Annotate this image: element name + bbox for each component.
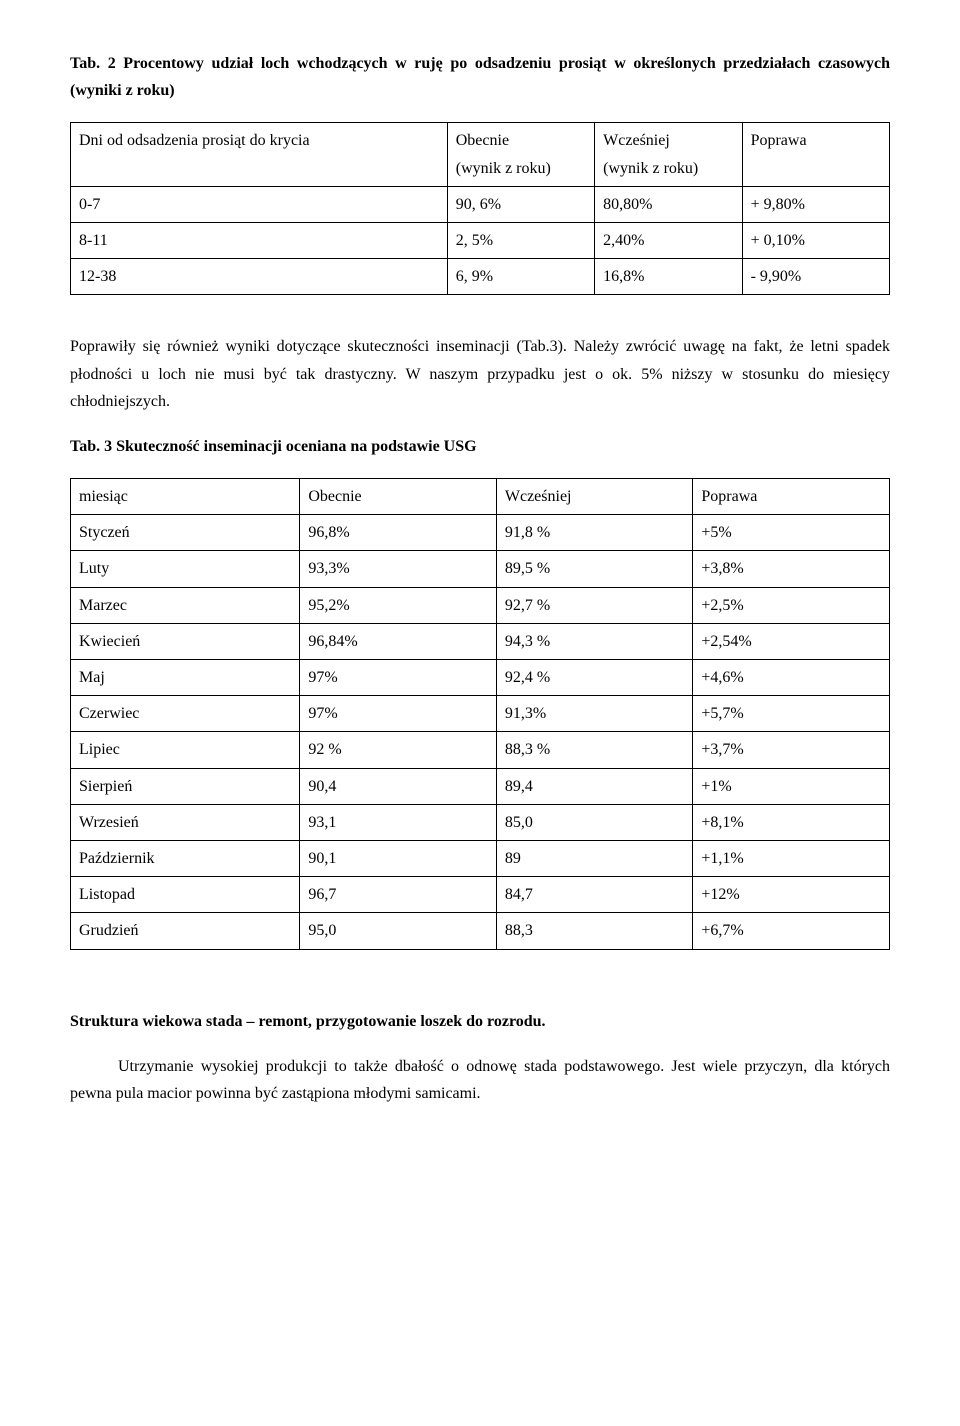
cell: Wrzesień: [71, 804, 300, 840]
cell-line: Wcześniej: [603, 132, 670, 149]
cell: Sierpień: [71, 768, 300, 804]
cell: - 9,90%: [742, 259, 889, 295]
cell: 97%: [300, 696, 497, 732]
closing-paragraph: Utrzymanie wysokiej produkcji to także d…: [70, 1053, 890, 1107]
cell: +2,54%: [693, 623, 890, 659]
cell: 85,0: [496, 804, 693, 840]
cell: 93,3%: [300, 551, 497, 587]
cell: Grudzień: [71, 913, 300, 949]
table-row: Styczeń 96,8% 91,8 % +5%: [71, 515, 890, 551]
cell: 84,7: [496, 877, 693, 913]
cell: +1,1%: [693, 840, 890, 876]
cell: 90,1: [300, 840, 497, 876]
cell: 97%: [300, 660, 497, 696]
table-row: Czerwiec 97% 91,3% +5,7%: [71, 696, 890, 732]
cell: Czerwiec: [71, 696, 300, 732]
cell: 88,3 %: [496, 732, 693, 768]
cell-line: (wynik z roku): [456, 160, 551, 177]
cell: 90, 6%: [447, 186, 594, 222]
cell: 2,40%: [595, 222, 742, 258]
cell: 2, 5%: [447, 222, 594, 258]
table-row: Październik 90,1 89 +1,1%: [71, 840, 890, 876]
cell: Marzec: [71, 587, 300, 623]
tab3-title: Tab. 3 Skuteczność inseminacji oceniana …: [70, 433, 890, 460]
table-row: Wrzesień 93,1 85,0 +8,1%: [71, 804, 890, 840]
table-row: miesiąc Obecnie Wcześniej Poprawa: [71, 479, 890, 515]
cell: 88,3: [496, 913, 693, 949]
cell: 92,7 %: [496, 587, 693, 623]
cell: +12%: [693, 877, 890, 913]
cell: 0-7: [71, 186, 448, 222]
cell: 92,4 %: [496, 660, 693, 696]
cell: 95,2%: [300, 587, 497, 623]
table-row: Kwiecień 96,84% 94,3 % +2,54%: [71, 623, 890, 659]
cell: 94,3 %: [496, 623, 693, 659]
cell: +1%: [693, 768, 890, 804]
cell: +5%: [693, 515, 890, 551]
cell: Lipiec: [71, 732, 300, 768]
table-row: Listopad 96,7 84,7 +12%: [71, 877, 890, 913]
tab2-title: Tab. 2 Procentowy udział loch wchodzącyc…: [70, 50, 890, 104]
cell: 89,5 %: [496, 551, 693, 587]
tab2-table: Dni od odsadzenia prosiąt do krycia Obec…: [70, 122, 890, 295]
cell: Maj: [71, 660, 300, 696]
tab3-h3: Wcześniej: [496, 479, 693, 515]
tab2-h3: Wcześniej (wynik z roku): [595, 123, 742, 186]
cell: 92 %: [300, 732, 497, 768]
table-row: Marzec 95,2% 92,7 % +2,5%: [71, 587, 890, 623]
cell: 12-38: [71, 259, 448, 295]
cell: 89,4: [496, 768, 693, 804]
tab2-h1: Dni od odsadzenia prosiąt do krycia: [71, 123, 448, 186]
cell: 89: [496, 840, 693, 876]
cell: 96,7: [300, 877, 497, 913]
cell-line: Obecnie: [456, 132, 509, 149]
cell-line: (wynik z roku): [603, 160, 698, 177]
tab2-h2: Obecnie (wynik z roku): [447, 123, 594, 186]
cell: 8-11: [71, 222, 448, 258]
tab3-h1: miesiąc: [71, 479, 300, 515]
cell: +5,7%: [693, 696, 890, 732]
table-row: 8-11 2, 5% 2,40% + 0,10%: [71, 222, 890, 258]
cell: 95,0: [300, 913, 497, 949]
cell: + 9,80%: [742, 186, 889, 222]
cell: 93,1: [300, 804, 497, 840]
cell: Październik: [71, 840, 300, 876]
cell: 96,8%: [300, 515, 497, 551]
table-row: Lipiec 92 % 88,3 % +3,7%: [71, 732, 890, 768]
table-row: Grudzień 95,0 88,3 +6,7%: [71, 913, 890, 949]
cell: Styczeń: [71, 515, 300, 551]
tab2-h4: Poprawa: [742, 123, 889, 186]
cell: Kwiecień: [71, 623, 300, 659]
cell: +3,8%: [693, 551, 890, 587]
cell: 96,84%: [300, 623, 497, 659]
table-row: Sierpień 90,4 89,4 +1%: [71, 768, 890, 804]
cell: +8,1%: [693, 804, 890, 840]
tab3-h2: Obecnie: [300, 479, 497, 515]
cell: +2,5%: [693, 587, 890, 623]
cell: Luty: [71, 551, 300, 587]
tab3-h4: Poprawa: [693, 479, 890, 515]
table-row: Maj 97% 92,4 % +4,6%: [71, 660, 890, 696]
cell: 91,8 %: [496, 515, 693, 551]
tab3-table: miesiąc Obecnie Wcześniej Poprawa Stycze…: [70, 478, 890, 949]
cell: +3,7%: [693, 732, 890, 768]
cell: 90,4: [300, 768, 497, 804]
cell: 6, 9%: [447, 259, 594, 295]
table-row: Dni od odsadzenia prosiąt do krycia Obec…: [71, 123, 890, 186]
cell: +4,6%: [693, 660, 890, 696]
cell: 80,80%: [595, 186, 742, 222]
cell: 16,8%: [595, 259, 742, 295]
cell: +6,7%: [693, 913, 890, 949]
cell: + 0,10%: [742, 222, 889, 258]
table-row: Luty 93,3% 89,5 % +3,8%: [71, 551, 890, 587]
table-row: 0-7 90, 6% 80,80% + 9,80%: [71, 186, 890, 222]
cell: Listopad: [71, 877, 300, 913]
cell: 91,3%: [496, 696, 693, 732]
section-heading: Struktura wiekowa stada – remont, przygo…: [70, 1008, 890, 1035]
paragraph-after-tab2: Poprawiły się również wyniki dotyczące s…: [70, 333, 890, 415]
table-row: 12-38 6, 9% 16,8% - 9,90%: [71, 259, 890, 295]
